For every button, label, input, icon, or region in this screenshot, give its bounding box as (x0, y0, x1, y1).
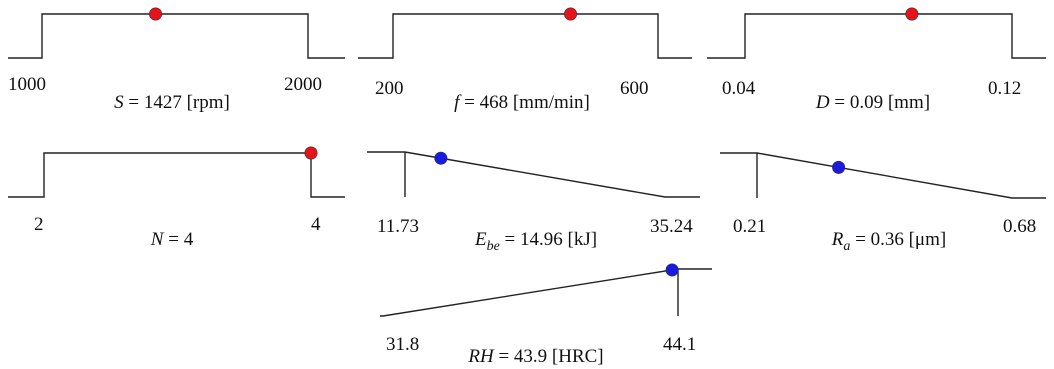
desirability-ramp (358, 13, 692, 59)
setting-label: S = 1427 [rpm] (114, 92, 230, 113)
desirability-ramp (720, 152, 1046, 199)
setting-label: Ebe = 14.96 [kJ] (474, 229, 597, 254)
setting-marker (434, 151, 448, 165)
variable-symbol: f (454, 92, 462, 113)
variable-value: = 4 (163, 229, 193, 250)
panel-2: 200 600 f = 468 [mm/min] (358, 7, 692, 113)
panel-7: 31.8 44.1 RH = 43.9 [HRC] (380, 263, 712, 367)
range-high-label: 0.12 (988, 78, 1021, 99)
range-high-label: 600 (620, 78, 649, 99)
range-high-label: 2000 (284, 74, 322, 95)
range-low-label: 31.8 (386, 334, 419, 355)
setting-marker (905, 7, 919, 21)
panel-1: 1000 2000 S = 1427 [rpm] (8, 7, 345, 113)
variable-symbol: E (474, 229, 487, 250)
variable-symbol: D (815, 92, 830, 113)
panel-3: 0.04 0.12 D = 0.09 [mm] (707, 7, 1046, 113)
range-low-label: 2 (34, 214, 44, 235)
variable-value: = 0.36 [μm] (850, 229, 946, 250)
variable-value: = 14.96 [kJ] (500, 229, 597, 250)
setting-label: N = 4 (150, 229, 194, 250)
setting-marker (149, 7, 163, 21)
variable-symbol: S (114, 92, 124, 113)
range-low-label: 0.21 (733, 216, 766, 237)
range-high-label: 4 (311, 214, 321, 235)
variable-value: = 0.09 [mm] (830, 92, 930, 113)
range-high-label: 35.24 (650, 216, 693, 237)
panel-6: 0.21 0.68 Ra = 0.36 [μm] (720, 152, 1046, 254)
variable-subscript: a (843, 239, 850, 254)
variable-value: = 468 [mm/min] (459, 92, 590, 113)
setting-marker (564, 7, 578, 21)
panel-5: 11.73 35.24 Ebe = 14.96 [kJ] (367, 151, 700, 254)
variable-symbol: N (150, 229, 165, 250)
setting-label: f = 468 [mm/min] (454, 92, 590, 113)
variable-symbol: RH (467, 346, 495, 367)
range-low-label: 11.73 (377, 216, 419, 237)
variable-value: = 1427 [rpm] (124, 92, 230, 113)
setting-marker (304, 146, 318, 160)
setting-label: Ra = 0.36 [μm] (831, 229, 946, 254)
desirability-ramp (367, 151, 700, 198)
setting-label: D = 0.09 [mm] (815, 92, 930, 113)
setting-marker (832, 160, 846, 174)
panel-4: 2 4 N = 4 (8, 146, 345, 250)
desirability-ramp (8, 152, 345, 198)
variable-subscript: be (487, 239, 500, 254)
range-low-label: 0.04 (722, 78, 756, 99)
variable-symbol: R (831, 229, 844, 250)
desirability-ramp (8, 13, 345, 59)
range-high-label: 0.68 (1003, 216, 1036, 237)
setting-label: RH = 43.9 [HRC] (467, 346, 603, 367)
setting-marker (665, 263, 679, 277)
range-high-label: 44.1 (663, 334, 696, 355)
range-low-label: 1000 (8, 74, 46, 95)
desirability-ramp (380, 268, 712, 317)
desirability-ramp (707, 13, 1046, 59)
range-low-label: 200 (375, 78, 404, 99)
variable-value: = 43.9 [HRC] (494, 346, 604, 367)
